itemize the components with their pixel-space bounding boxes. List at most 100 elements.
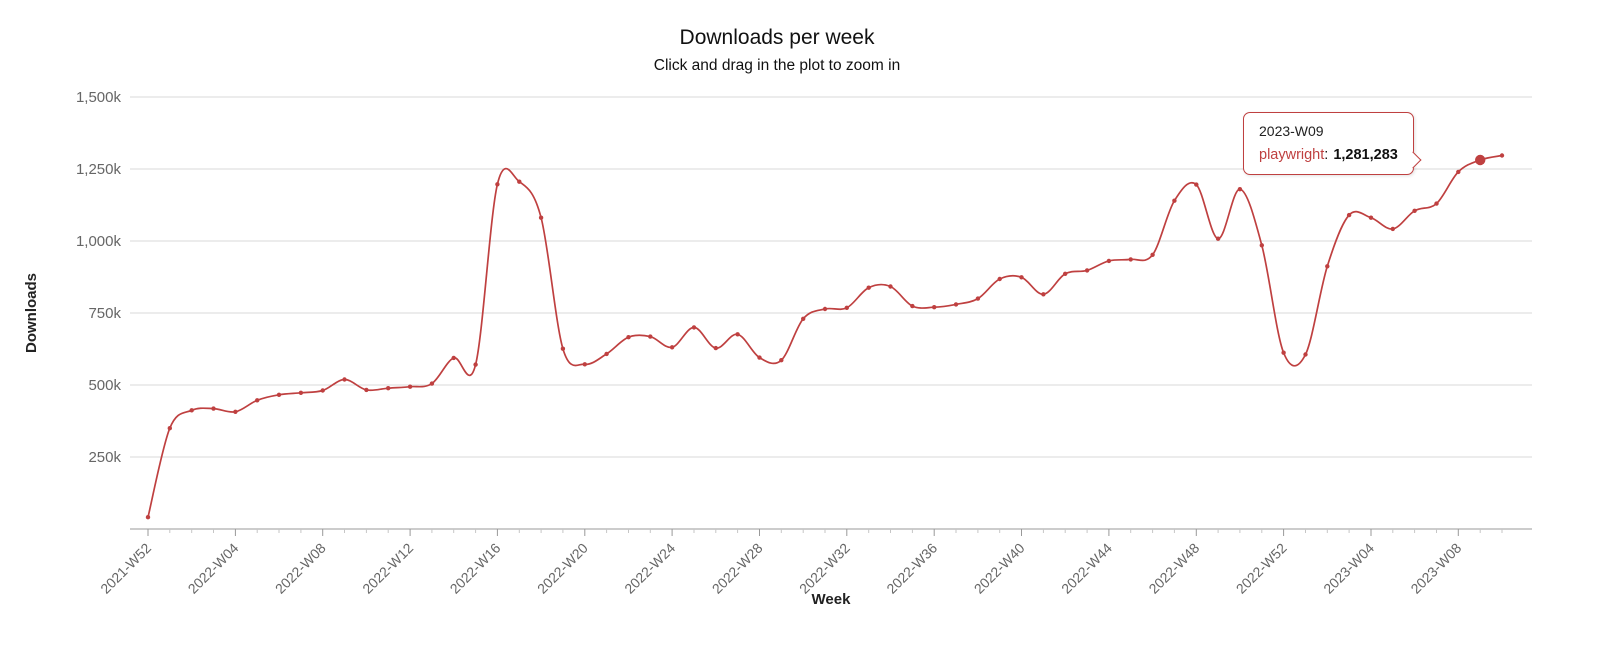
svg-text:2022-W12: 2022-W12 bbox=[359, 540, 416, 597]
y-axis-title: Downloads bbox=[23, 273, 40, 353]
data-point bbox=[1215, 236, 1221, 241]
data-point bbox=[538, 215, 544, 220]
data-point bbox=[1259, 243, 1265, 248]
svg-text:2023-W08: 2023-W08 bbox=[1407, 540, 1464, 597]
data-point bbox=[888, 284, 893, 289]
data-point bbox=[604, 351, 609, 357]
svg-text:2022-W08: 2022-W08 bbox=[272, 540, 329, 597]
data-point bbox=[1084, 268, 1090, 273]
y-gridlines bbox=[130, 96, 1532, 458]
chart-subtitle: Click and drag in the plot to zoom in bbox=[653, 57, 901, 74]
data-point bbox=[1499, 153, 1505, 158]
svg-text:250k: 250k bbox=[88, 449, 121, 466]
data-point bbox=[560, 346, 566, 351]
series-line bbox=[147, 154, 1503, 518]
data-point bbox=[1412, 208, 1417, 213]
data-point bbox=[1019, 275, 1024, 280]
x-axis-title: Week bbox=[812, 591, 852, 608]
data-point bbox=[757, 355, 762, 360]
data-point bbox=[189, 408, 194, 413]
data-point bbox=[1303, 352, 1308, 357]
data-point bbox=[1150, 252, 1155, 257]
data-point bbox=[975, 296, 981, 301]
svg-text:2022-W24: 2022-W24 bbox=[621, 540, 678, 597]
tooltip: 2023-W09 playwright: 1,281,283 bbox=[1243, 112, 1422, 175]
tooltip-week: 2023-W09 bbox=[1259, 123, 1324, 139]
data-point bbox=[1106, 258, 1112, 264]
data-point bbox=[866, 285, 871, 290]
data-point bbox=[1237, 187, 1243, 192]
svg-text:2022-W04: 2022-W04 bbox=[185, 540, 242, 597]
data-point bbox=[342, 377, 347, 382]
data-point bbox=[451, 355, 456, 361]
data-point bbox=[1390, 226, 1396, 232]
data-point bbox=[932, 305, 937, 310]
svg-text:2022-W32: 2022-W32 bbox=[796, 540, 853, 597]
data-point bbox=[320, 388, 325, 393]
data-point bbox=[1434, 201, 1439, 206]
highlight-point[interactable] bbox=[1475, 154, 1486, 166]
data-point bbox=[145, 515, 151, 520]
data-point bbox=[1172, 198, 1177, 203]
svg-text:750k: 750k bbox=[88, 305, 121, 322]
tooltip-series-line: playwright: 1,281,283 bbox=[1259, 147, 1398, 163]
data-point bbox=[1346, 212, 1352, 218]
data-point bbox=[167, 426, 172, 431]
data-point bbox=[953, 302, 959, 307]
svg-text:2022-W20: 2022-W20 bbox=[534, 540, 591, 597]
tooltip-separator: : bbox=[1324, 147, 1329, 163]
data-point bbox=[1063, 271, 1068, 276]
data-point bbox=[386, 386, 391, 391]
data-point bbox=[822, 306, 828, 312]
data-point bbox=[1041, 292, 1046, 297]
data-point bbox=[495, 182, 500, 187]
x-axis bbox=[130, 528, 1532, 536]
svg-text:1,500k: 1,500k bbox=[76, 89, 122, 106]
data-point bbox=[407, 384, 413, 389]
svg-text:1,250k: 1,250k bbox=[76, 161, 122, 178]
tooltip-value: 1,281,283 bbox=[1333, 147, 1398, 163]
data-point bbox=[626, 335, 631, 340]
svg-text:2022-W16: 2022-W16 bbox=[447, 540, 504, 597]
data-points[interactable] bbox=[145, 153, 1505, 520]
data-point bbox=[582, 362, 587, 367]
data-point bbox=[211, 406, 216, 411]
svg-text:2022-W44: 2022-W44 bbox=[1058, 540, 1115, 597]
svg-text:500k: 500k bbox=[88, 377, 121, 394]
data-point bbox=[473, 362, 478, 367]
data-point bbox=[1281, 350, 1286, 355]
data-point bbox=[910, 303, 915, 309]
data-point bbox=[1128, 257, 1133, 262]
data-point bbox=[691, 325, 697, 330]
svg-text:1,000k: 1,000k bbox=[76, 233, 122, 250]
data-point bbox=[801, 316, 806, 321]
svg-text:2022-W40: 2022-W40 bbox=[971, 540, 1028, 597]
svg-text:2022-W28: 2022-W28 bbox=[709, 540, 766, 597]
data-point bbox=[997, 276, 1002, 282]
data-point bbox=[1456, 169, 1461, 175]
data-point bbox=[429, 381, 435, 386]
x-axis-labels: 2021-W52 2022-W04 2022-W08 2022-W12 2022-W16… bbox=[97, 540, 1464, 597]
tooltip-series-name: playwright bbox=[1259, 147, 1325, 163]
data-point bbox=[364, 387, 369, 393]
data-point bbox=[517, 179, 522, 184]
svg-text:2022-W52: 2022-W52 bbox=[1233, 540, 1290, 597]
data-point bbox=[255, 398, 260, 403]
y-axis-labels: 250k 500k 750k 1,000k 1,250k 1,500k bbox=[76, 89, 122, 466]
data-point bbox=[735, 332, 740, 337]
data-point bbox=[233, 409, 238, 414]
svg-text:2022-W48: 2022-W48 bbox=[1145, 540, 1202, 597]
data-point bbox=[844, 305, 849, 310]
data-point bbox=[669, 345, 675, 350]
data-point bbox=[779, 358, 784, 363]
svg-text:2023-W04: 2023-W04 bbox=[1320, 540, 1377, 597]
data-point bbox=[648, 334, 653, 339]
data-point bbox=[1194, 182, 1199, 187]
data-point bbox=[276, 392, 282, 397]
svg-text:2022-W36: 2022-W36 bbox=[883, 540, 940, 597]
data-point bbox=[298, 390, 304, 395]
data-point bbox=[713, 345, 718, 351]
svg-text:2021-W52: 2021-W52 bbox=[97, 540, 154, 597]
